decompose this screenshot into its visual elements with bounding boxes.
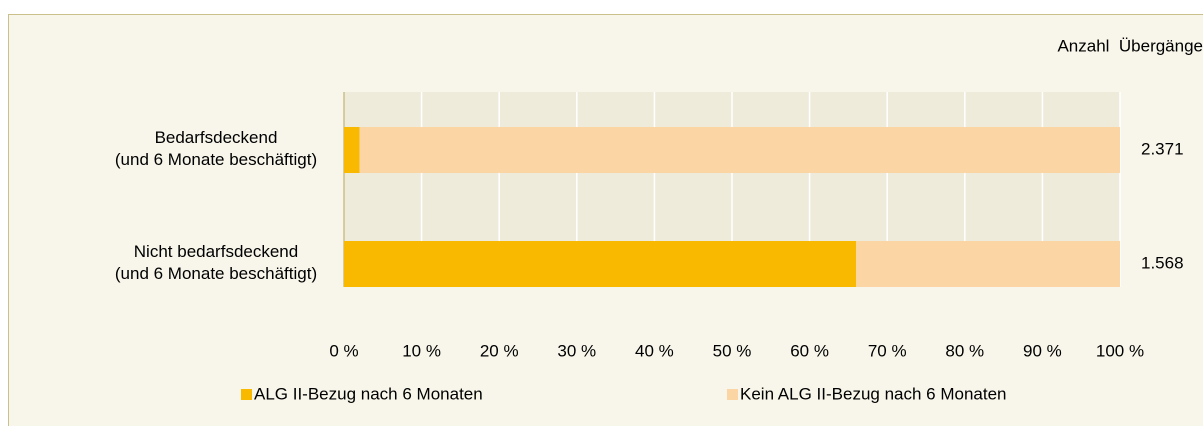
y-tick-label: Nicht bedarfsdeckend (und 6 Monate beschä… xyxy=(115,242,317,283)
bar-segment xyxy=(344,241,857,287)
bar-segment xyxy=(344,127,360,173)
total-label: 1.568 xyxy=(1141,253,1184,272)
total-label: 2.371 xyxy=(1141,139,1184,158)
x-tick-label: 30 % xyxy=(557,341,596,360)
x-tick-label: 0 % xyxy=(329,341,358,360)
x-tick-label: 100 % xyxy=(1096,341,1144,360)
legend-label: Kein ALG II-Bezug nach 6 Monaten xyxy=(740,384,1007,403)
bar-segment xyxy=(856,241,1120,287)
legend-label: ALG II-Bezug nach 6 Monaten xyxy=(254,384,483,403)
totals-header: Anzahl Übergänge xyxy=(1057,36,1203,55)
x-tick-label: 60 % xyxy=(790,341,829,360)
y-tick-label: Bedarfsdeckend (und 6 Monate beschäftigt) xyxy=(115,128,317,169)
x-tick-label: 20 % xyxy=(480,341,519,360)
x-tick-label: 10 % xyxy=(402,341,441,360)
x-tick-label: 50 % xyxy=(713,341,752,360)
bar-segment xyxy=(359,127,1120,173)
x-tick-label: 90 % xyxy=(1023,341,1062,360)
x-tick-label: 80 % xyxy=(945,341,984,360)
legend-swatch xyxy=(241,389,252,400)
legend-swatch xyxy=(727,389,738,400)
x-tick-label: 70 % xyxy=(868,341,907,360)
x-tick-label: 40 % xyxy=(635,341,674,360)
